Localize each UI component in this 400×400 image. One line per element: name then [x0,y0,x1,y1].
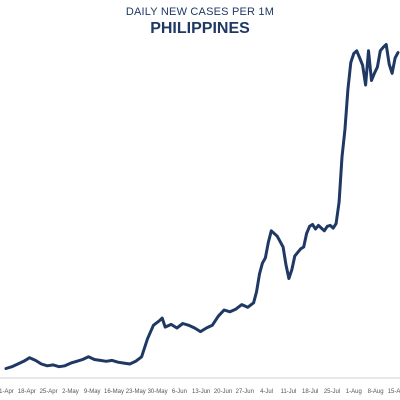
x-tick-label: 13-Jun [192,389,210,395]
x-tick-label: 11-Jul [280,389,296,395]
x-tick-label: 18-Jul [302,389,318,395]
x-tick-label: 1-Aug [346,389,362,395]
series-line [4,43,400,370]
chart-subtitle: DAILY NEW CASES PER 1M [125,6,275,18]
x-tick-label: 4-Jul [260,389,273,395]
x-tick-label: 11-Apr [0,389,14,395]
x-tick-label: 27-Jun [236,389,254,395]
x-tick-label: 23-May [126,389,146,395]
x-tick-label: 18-Apr [18,389,36,395]
x-tick-label: 8-Aug [368,389,384,395]
x-tick-label: 16-May [104,389,124,395]
x-tick-label: 20-Jun [214,389,232,395]
x-tick-label: 6-Jun [172,389,187,395]
x-tick-label: 9-May [84,389,101,395]
x-tick-label: 25-Apr [40,389,58,395]
x-tick-label: 25-Jul [324,389,340,395]
x-tick-label: 30-May [148,389,168,395]
x-tick-label: 15-Aug [388,389,400,395]
chart-title: PHILIPPINES [150,20,250,37]
x-tick-label: 2-May [62,389,79,395]
